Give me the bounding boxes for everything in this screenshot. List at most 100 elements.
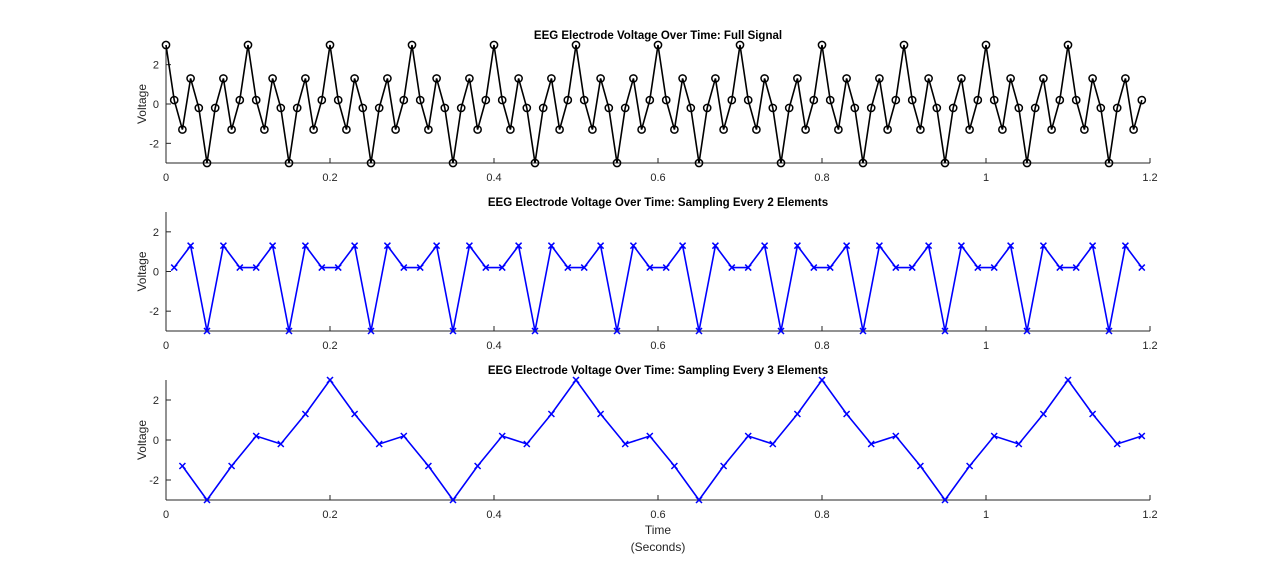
data-point xyxy=(219,74,228,83)
data-point xyxy=(285,327,293,335)
data-point xyxy=(826,264,834,272)
data-point xyxy=(1072,264,1080,272)
data-point xyxy=(252,432,260,440)
data-point xyxy=(670,462,678,470)
data-point xyxy=(227,125,236,134)
y-axis-label: Voltage xyxy=(135,251,149,291)
data-point xyxy=(694,158,704,168)
data-point xyxy=(547,74,556,83)
data-point xyxy=(1064,376,1072,384)
y-axis-label: Voltage xyxy=(135,84,149,124)
data-point xyxy=(908,264,916,272)
data-point xyxy=(309,125,318,134)
data-point xyxy=(1039,74,1048,83)
data-point xyxy=(744,264,752,272)
data-point xyxy=(449,327,457,335)
data-point xyxy=(506,125,515,134)
data-point xyxy=(301,74,310,83)
data-point xyxy=(646,264,654,272)
x-tick-label: 0.2 xyxy=(322,509,337,521)
data-point xyxy=(678,74,687,83)
data-point xyxy=(1063,40,1073,50)
data-point xyxy=(251,95,261,105)
data-point xyxy=(588,125,597,134)
x-tick-label: 1 xyxy=(983,509,989,521)
data-point xyxy=(1023,327,1031,335)
data-point xyxy=(892,432,900,440)
data-point xyxy=(965,125,974,134)
chart-title: EEG Electrode Voltage Over Time: Samplin… xyxy=(488,197,828,209)
data-point xyxy=(662,264,670,272)
subplot-3: 0 0.2 0.4 0.6 0.8 1 1.2 -2 0 2 EEG Electrode Volta… xyxy=(135,365,1158,554)
data-point xyxy=(948,103,958,113)
chart-title: EEG Electrode Voltage Over Time: Full Si… xyxy=(534,30,782,42)
data-point xyxy=(400,264,408,272)
data-point xyxy=(1096,103,1106,113)
data-point xyxy=(391,125,400,134)
data-point xyxy=(186,74,195,83)
data-point xyxy=(621,440,629,448)
data-point xyxy=(776,158,786,168)
data-point xyxy=(1056,264,1064,272)
data-point xyxy=(449,496,457,504)
data-point xyxy=(350,74,359,83)
data-point xyxy=(474,462,482,470)
data-point xyxy=(169,95,179,105)
data-point xyxy=(941,496,949,504)
data-point xyxy=(351,410,359,418)
data-point xyxy=(990,432,998,440)
data-point xyxy=(1014,103,1024,113)
data-point xyxy=(268,74,277,83)
data-point xyxy=(720,462,728,470)
x-tick-label: 0.6 xyxy=(650,509,665,521)
data-point xyxy=(252,264,260,272)
data-point xyxy=(235,95,245,105)
data-point xyxy=(416,264,424,272)
data-point xyxy=(292,103,302,113)
data-point xyxy=(1113,440,1121,448)
x-axis-label: Time xyxy=(645,523,672,537)
data-point xyxy=(407,40,417,50)
x-tick-label: 1 xyxy=(983,172,989,184)
x-tick-label: 0.4 xyxy=(486,509,501,521)
data-point xyxy=(825,95,835,105)
data-point xyxy=(1006,74,1015,83)
data-point xyxy=(481,95,491,105)
data-point xyxy=(899,40,909,50)
data-point xyxy=(547,410,555,418)
data-point xyxy=(793,74,802,83)
data-point xyxy=(465,242,473,250)
data-point xyxy=(702,103,712,113)
data-point xyxy=(596,74,605,83)
data-point xyxy=(850,103,860,113)
data-point xyxy=(973,95,983,105)
data-point xyxy=(383,74,392,83)
x-tick-label: 1.2 xyxy=(1142,509,1157,521)
data-point xyxy=(809,95,819,105)
data-point xyxy=(228,462,236,470)
data-point xyxy=(760,74,769,83)
data-point xyxy=(867,440,875,448)
data-point xyxy=(170,264,178,272)
data-point xyxy=(530,158,540,168)
data-point xyxy=(415,95,425,105)
data-point xyxy=(538,103,548,113)
data-point xyxy=(711,242,719,250)
data-point xyxy=(620,103,630,113)
data-point xyxy=(653,40,663,50)
data-point xyxy=(482,264,490,272)
data-point xyxy=(334,264,342,272)
x-tick-label: 0.4 xyxy=(486,172,501,184)
data-point xyxy=(735,40,745,50)
data-point xyxy=(531,327,539,335)
data-point xyxy=(777,327,785,335)
data-point xyxy=(276,103,286,113)
data-point xyxy=(571,40,581,50)
data-point xyxy=(1121,74,1130,83)
data-point xyxy=(629,74,638,83)
data-point xyxy=(465,74,474,83)
data-point xyxy=(981,40,991,50)
x-axis-units-label: (Seconds) xyxy=(631,540,686,554)
data-point xyxy=(859,327,867,335)
